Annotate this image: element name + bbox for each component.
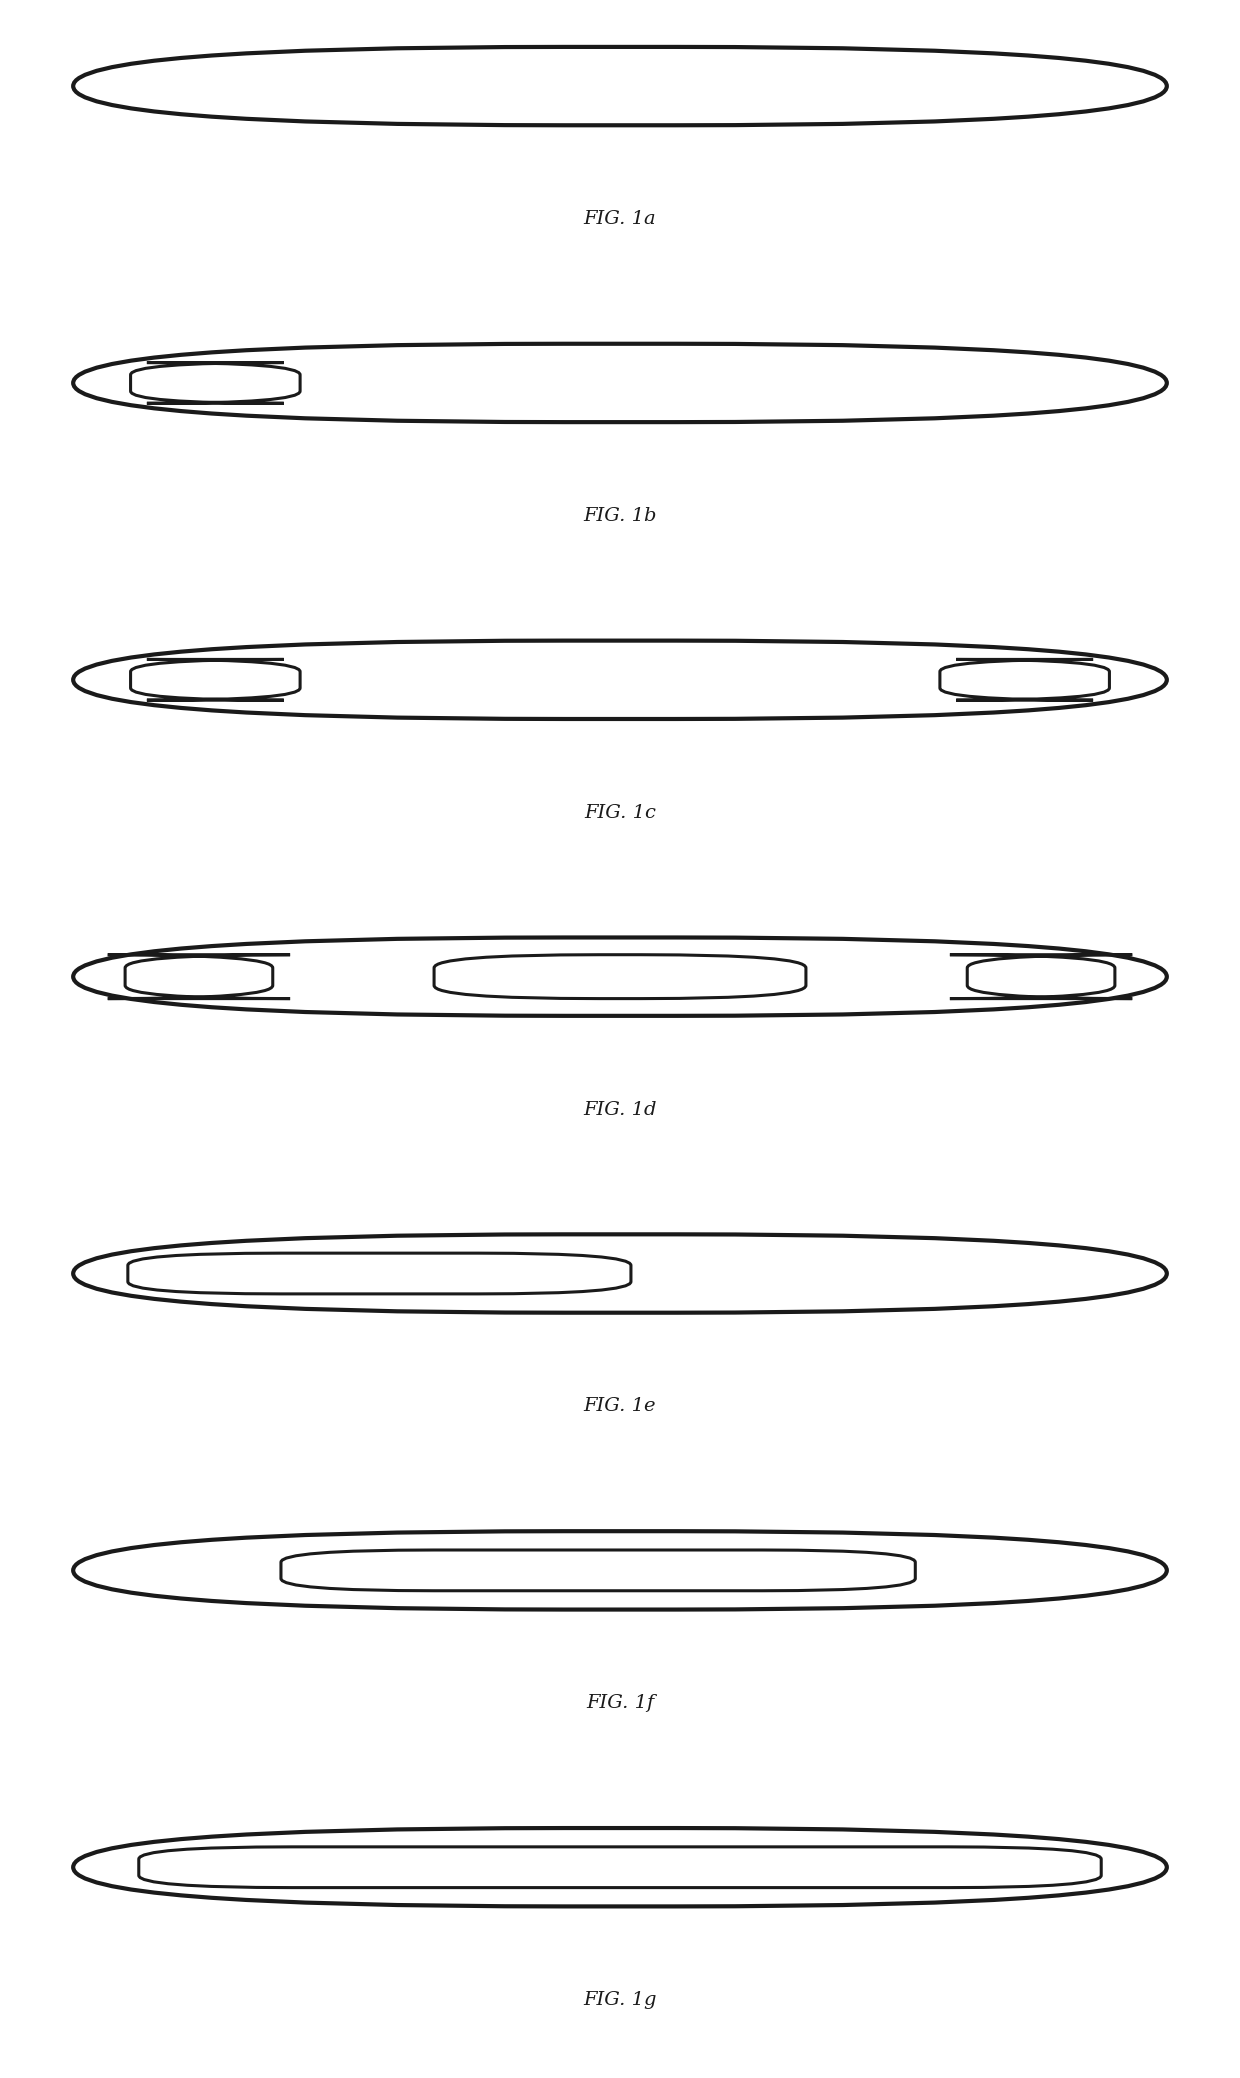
FancyBboxPatch shape — [73, 640, 1167, 719]
Text: FIG. 1f: FIG. 1f — [585, 1694, 655, 1712]
FancyBboxPatch shape — [139, 1847, 1101, 1887]
Text: FIG. 1a: FIG. 1a — [584, 210, 656, 229]
Text: FIG. 1g: FIG. 1g — [583, 1991, 657, 2009]
FancyBboxPatch shape — [281, 1550, 915, 1592]
Text: FIG. 1b: FIG. 1b — [583, 507, 657, 526]
FancyBboxPatch shape — [108, 954, 290, 1000]
FancyBboxPatch shape — [73, 1531, 1167, 1610]
FancyBboxPatch shape — [73, 937, 1167, 1016]
FancyBboxPatch shape — [130, 362, 300, 403]
FancyBboxPatch shape — [73, 48, 1167, 125]
FancyBboxPatch shape — [940, 659, 1110, 700]
FancyBboxPatch shape — [128, 1253, 631, 1295]
Text: FIG. 1c: FIG. 1c — [584, 804, 656, 821]
FancyBboxPatch shape — [73, 343, 1167, 422]
Text: FIG. 1e: FIG. 1e — [584, 1396, 656, 1415]
FancyBboxPatch shape — [73, 1234, 1167, 1313]
FancyBboxPatch shape — [950, 954, 1132, 1000]
FancyBboxPatch shape — [130, 659, 300, 700]
Text: FIG. 1d: FIG. 1d — [583, 1101, 657, 1118]
FancyBboxPatch shape — [434, 954, 806, 1000]
FancyBboxPatch shape — [73, 1829, 1167, 1906]
